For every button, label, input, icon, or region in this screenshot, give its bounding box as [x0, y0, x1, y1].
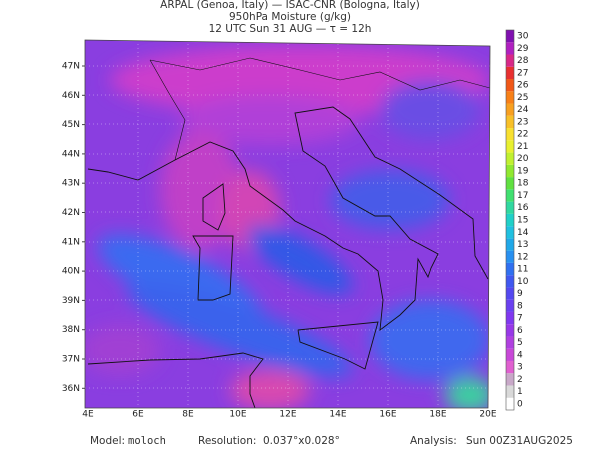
lat-label: 43N	[62, 179, 80, 189]
colorbar-label: 29	[517, 44, 529, 54]
colorbar-swatch	[506, 164, 514, 178]
colorbar-swatch	[506, 287, 514, 300]
lat-label: 44N	[62, 149, 80, 159]
header-line: 950hPa Moisture (g/kg)	[229, 11, 351, 23]
header-line: ARPAL (Genoa, Italy) — ISAC-CNR (Bologna…	[160, 0, 420, 11]
lon-label: 20E	[479, 410, 496, 420]
colorbar-swatch	[506, 397, 514, 410]
colorbar-swatch	[506, 152, 514, 165]
colorbar-swatch	[506, 66, 514, 80]
lat-label: 40N	[62, 267, 80, 277]
map-field	[85, 40, 490, 408]
colorbar-swatch	[506, 91, 514, 104]
colorbar-swatch	[506, 79, 514, 92]
colorbar-swatch	[506, 311, 514, 325]
lat-label: 36N	[62, 384, 80, 394]
footer-value: 0.037°x0.028°	[263, 435, 340, 447]
colorbar-swatch	[506, 226, 514, 239]
colorbar-label: 3	[517, 363, 523, 373]
colorbar-swatch	[506, 262, 514, 276]
colorbar-swatch	[506, 385, 514, 398]
footer-label: Resolution:	[198, 435, 256, 447]
colorbar-swatch	[506, 299, 514, 312]
colorbar-label: 17	[517, 191, 528, 201]
colorbar-label: 15	[517, 216, 528, 226]
colorbar-label: 24	[517, 105, 529, 115]
lat-label: 37N	[62, 355, 80, 365]
colorbar-swatch	[506, 373, 514, 386]
colorbar-swatch	[506, 177, 514, 190]
colorbar-label: 28	[517, 56, 529, 66]
lat-label: 41N	[62, 237, 80, 247]
colorbar-label: 13	[517, 240, 528, 250]
colorbar-swatch	[506, 336, 514, 349]
lat-label: 42N	[62, 208, 80, 218]
lon-label: 16E	[379, 410, 396, 420]
colorbar-swatch	[506, 115, 514, 129]
colorbar-label: 30	[517, 32, 529, 42]
colorbar-label: 18	[517, 179, 529, 189]
colorbar-label: 25	[517, 93, 528, 103]
colorbar-label: 19	[517, 166, 529, 176]
lon-label: 8E	[182, 410, 194, 420]
colorbar-label: 14	[517, 228, 529, 238]
colorbar-frame	[505, 29, 515, 411]
colorbar-label: 1	[517, 387, 523, 397]
lon-label: 12E	[279, 410, 296, 420]
colorbar-label: 21	[517, 142, 528, 152]
lat-label: 47N	[62, 62, 80, 72]
colorbar-swatch	[506, 201, 514, 214]
colorbar-label: 8	[517, 301, 523, 311]
colorbar-swatch	[506, 360, 514, 374]
map-frame	[84, 39, 491, 409]
colorbar-label: 22	[517, 130, 528, 140]
colorbar-label: 26	[517, 81, 529, 91]
header-line: 12 UTC Sun 31 AUG — τ = 12h	[209, 23, 372, 35]
colorbar-label: 27	[517, 68, 528, 78]
colorbar-label: 20	[517, 154, 529, 164]
colorbar-label: 11	[517, 265, 528, 275]
colorbar-swatch	[506, 275, 514, 288]
colorbar-swatch	[506, 128, 514, 141]
colorbar-swatch	[506, 189, 514, 202]
footer-value: Sun 00Z31AUG2025	[466, 435, 573, 447]
colorbar: 0123456789101112131415161718192021222324…	[505, 29, 529, 411]
colorbar-swatch	[506, 103, 514, 116]
colorbar-swatch	[506, 42, 514, 55]
lon-label: 6E	[132, 410, 144, 420]
colorbar-label: 5	[517, 338, 523, 348]
colorbar-swatch	[506, 250, 514, 263]
footer-label: Analysis:	[410, 435, 457, 447]
footer-value: moloch	[128, 435, 166, 447]
colorbar-swatch	[506, 30, 514, 43]
lat-label: 45N	[62, 120, 80, 130]
colorbar-label: 0	[517, 399, 523, 409]
lon-label: 10E	[229, 410, 246, 420]
colorbar-label: 9	[517, 289, 523, 299]
colorbar-label: 12	[517, 252, 528, 262]
lon-label: 14E	[329, 410, 346, 420]
lat-label: 38N	[62, 325, 80, 335]
colorbar-label: 2	[517, 375, 523, 385]
colorbar-label: 6	[517, 326, 523, 336]
colorbar-swatch	[506, 348, 514, 361]
colorbar-label: 23	[517, 117, 528, 127]
colorbar-swatch	[506, 324, 514, 337]
colorbar-swatch	[506, 238, 514, 251]
colorbar-swatch	[506, 140, 514, 153]
colorbar-swatch	[506, 213, 514, 227]
lon-label: 4E	[82, 410, 94, 420]
colorbar-swatch	[506, 54, 514, 67]
lat-label: 39N	[62, 296, 80, 306]
colorbar-label: 4	[517, 350, 523, 360]
lat-label: 46N	[62, 91, 80, 101]
colorbar-label: 16	[517, 203, 529, 213]
map-axes: 47N 46N 45N 44N 43N 42N 41N 40N 39N 38N 37N 36N 4E 6E…	[62, 62, 497, 420]
lon-label: 18E	[429, 410, 446, 420]
footer-label: Model:	[90, 435, 125, 447]
colorbar-label: 10	[517, 277, 529, 287]
colorbar-label: 7	[517, 314, 523, 324]
